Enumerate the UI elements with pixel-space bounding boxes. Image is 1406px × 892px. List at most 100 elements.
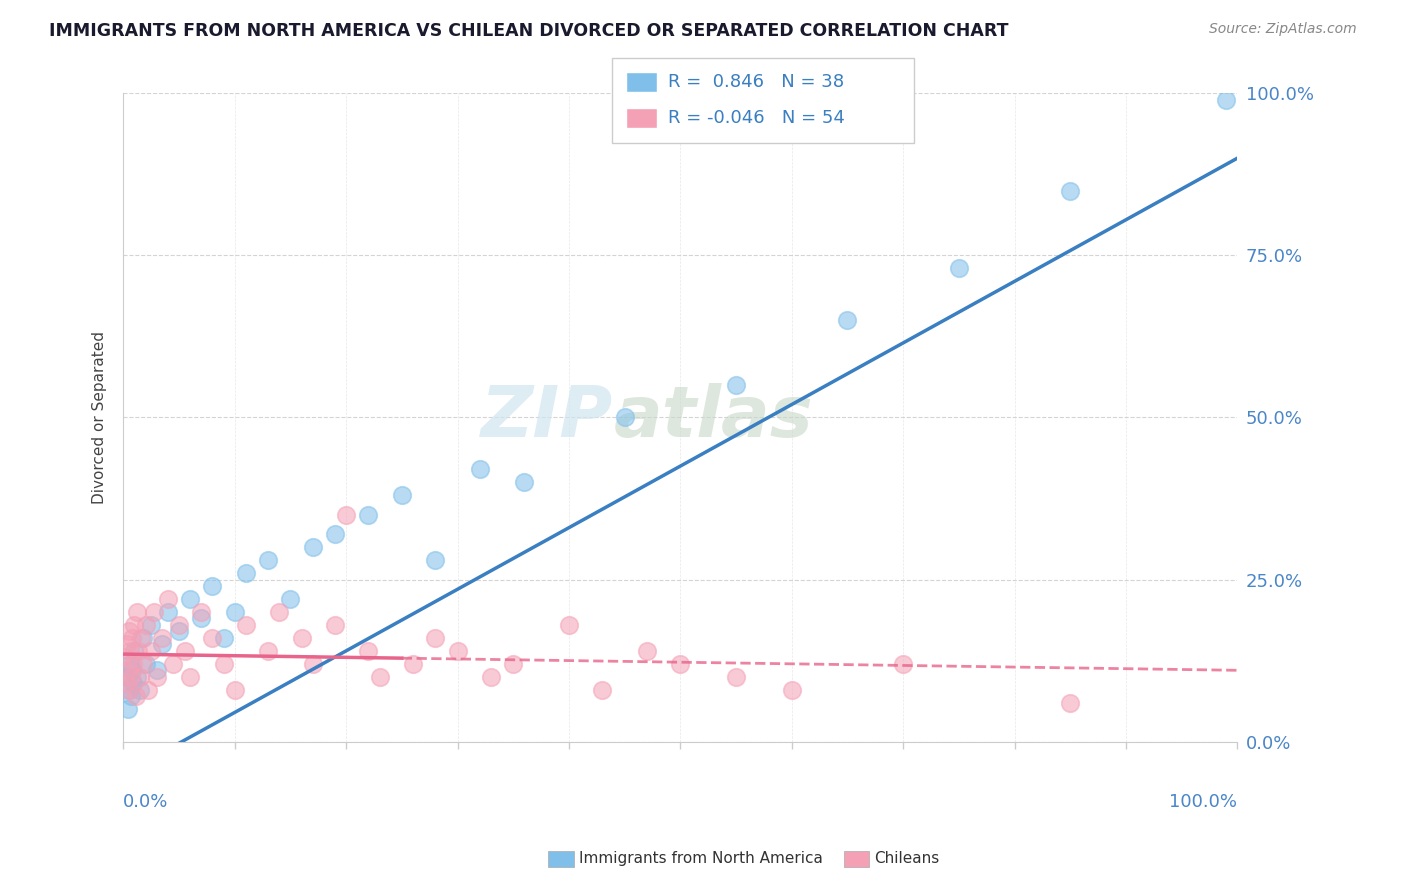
Point (190, 611, 212, 625)
Text: atlas: atlas (613, 383, 813, 452)
Point (669, 657, 692, 671)
Point (190, 605, 212, 619)
Point (118, 682, 141, 697)
Point (513, 475, 536, 490)
Point (141, 618, 163, 632)
Point (323, 527, 346, 541)
Point (636, 644, 658, 658)
Point (224, 682, 246, 697)
Point (1059, 184, 1081, 198)
Point (121, 631, 143, 645)
Point (201, 579, 224, 593)
Point (129, 631, 152, 645)
Text: 0.0%: 0.0% (124, 794, 169, 812)
Point (124, 644, 146, 658)
Point (891, 657, 914, 671)
Point (479, 670, 502, 684)
Point (129, 670, 152, 684)
Point (301, 540, 323, 554)
Point (212, 657, 235, 671)
Point (591, 682, 613, 697)
Point (124, 690, 146, 704)
Point (114, 676, 136, 690)
Point (724, 670, 747, 684)
Point (179, 592, 201, 607)
Point (613, 410, 636, 425)
Point (391, 488, 413, 502)
Point (724, 378, 747, 392)
Point (368, 670, 391, 684)
Point (115, 670, 138, 684)
Point (425, 631, 447, 645)
Point (135, 657, 157, 671)
Point (118, 624, 141, 639)
Text: 100.0%: 100.0% (1170, 794, 1237, 812)
Point (122, 657, 145, 671)
Point (235, 618, 257, 632)
Point (167, 624, 190, 639)
Point (212, 631, 235, 645)
Point (145, 670, 167, 684)
Point (167, 618, 190, 632)
Point (127, 644, 149, 658)
Point (1215, 93, 1237, 107)
Point (335, 508, 357, 522)
Point (121, 663, 143, 677)
Point (136, 682, 159, 697)
Point (115, 637, 138, 651)
Point (357, 508, 380, 522)
Point (502, 657, 524, 671)
Point (135, 618, 157, 632)
Point (948, 261, 970, 276)
Point (425, 553, 447, 567)
Point (290, 631, 312, 645)
Point (468, 462, 491, 476)
Point (117, 702, 139, 716)
Point (402, 657, 425, 671)
Point (120, 670, 142, 684)
Point (117, 663, 139, 677)
Point (156, 592, 179, 607)
Point (780, 682, 803, 697)
Point (125, 670, 148, 684)
Point (179, 670, 201, 684)
Point (1059, 696, 1081, 710)
Point (323, 618, 346, 632)
Point (558, 618, 581, 632)
Point (156, 605, 179, 619)
Text: ZIP: ZIP (481, 383, 613, 452)
Point (162, 657, 184, 671)
Point (357, 644, 380, 658)
Point (446, 644, 468, 658)
Point (118, 644, 141, 658)
Point (173, 644, 195, 658)
Text: R =  0.846   N = 38: R = 0.846 N = 38 (668, 73, 844, 91)
Point (257, 644, 280, 658)
Point (150, 631, 173, 645)
Point (145, 663, 167, 677)
Point (132, 657, 155, 671)
Point (301, 657, 323, 671)
Point (201, 631, 224, 645)
Point (125, 605, 148, 619)
Y-axis label: Divorced or Separated: Divorced or Separated (93, 331, 107, 504)
Point (122, 676, 145, 690)
Point (120, 690, 142, 704)
Point (257, 553, 280, 567)
Point (269, 605, 291, 619)
Text: Chileans: Chileans (875, 851, 939, 865)
Point (118, 682, 141, 697)
Text: Source: ZipAtlas.com: Source: ZipAtlas.com (1209, 22, 1357, 37)
Point (150, 637, 173, 651)
Point (129, 682, 152, 697)
Point (224, 605, 246, 619)
Point (132, 631, 155, 645)
Text: Immigrants from North America: Immigrants from North America (579, 851, 823, 865)
Point (141, 644, 163, 658)
Point (837, 313, 859, 327)
Point (280, 592, 302, 607)
Point (143, 605, 166, 619)
Point (112, 650, 135, 665)
Point (235, 566, 257, 580)
Text: IMMIGRANTS FROM NORTH AMERICA VS CHILEAN DIVORCED OR SEPARATED CORRELATION CHART: IMMIGRANTS FROM NORTH AMERICA VS CHILEAN… (49, 22, 1008, 40)
